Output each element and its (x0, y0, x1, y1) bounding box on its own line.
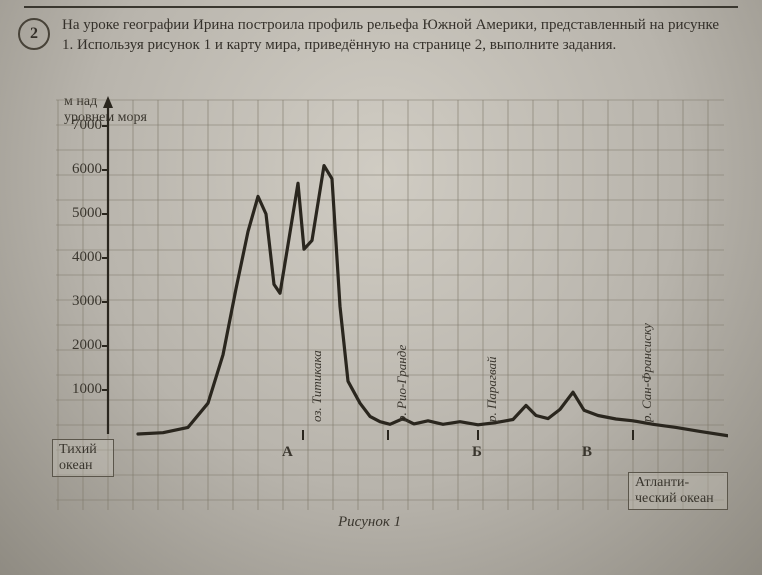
y-tick-3000: 3000 (56, 293, 102, 310)
ocean-left-box: Тихийокеан (52, 439, 114, 477)
figure-caption: Рисунок 1 (338, 514, 401, 531)
chart-frame: м над уровнем моря 100020003000400050006… (48, 94, 728, 524)
y-tick-6000: 6000 (56, 161, 102, 178)
landmark-label-3: р. Сан-Франсиску (639, 323, 655, 422)
ocean-right-box: Атланти-ческий океан (628, 472, 728, 510)
question-number-circle: 2 (18, 18, 50, 50)
question-text: На уроке географии Ирина построила профи… (62, 16, 732, 55)
y-tick-7000: 7000 (56, 117, 102, 134)
question-number: 2 (30, 25, 38, 42)
y-tick-1000: 1000 (56, 381, 102, 398)
rule-top (24, 6, 738, 8)
landmark-label-2: р. Парагвай (484, 356, 500, 422)
ocean-left: Тихийокеан (59, 442, 97, 473)
x-letter-А: А (282, 444, 293, 461)
y-tick-2000: 2000 (56, 337, 102, 354)
landmark-label-0: оз. Титикака (309, 350, 325, 422)
ocean-right: Атланти-ческий океан (635, 475, 714, 506)
y-tick-4000: 4000 (56, 249, 102, 266)
x-letter-Б: Б (472, 444, 482, 461)
y-tick-5000: 5000 (56, 205, 102, 222)
x-letter-В: В (582, 444, 592, 461)
chart-svg (48, 94, 728, 524)
page-root: { "question": { "number": "2", "text": "… (0, 0, 762, 575)
landmark-label-1: р. Рио-Гранде (394, 345, 410, 422)
